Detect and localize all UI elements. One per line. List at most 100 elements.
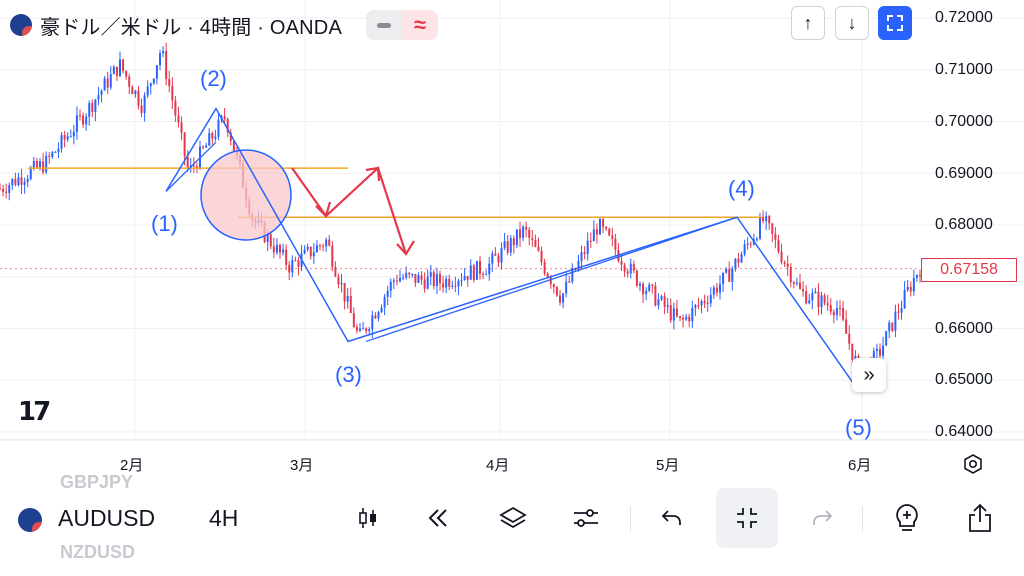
bulb-plus-icon (896, 504, 918, 531)
undo-button[interactable] (652, 498, 692, 538)
price-tick: 0.68000 (935, 216, 993, 233)
candle-body (906, 286, 909, 290)
candle-body (605, 226, 608, 229)
candle-body (337, 276, 340, 285)
candle-body (635, 270, 638, 286)
candle-body (805, 291, 808, 304)
chart-type-button[interactable] (348, 498, 388, 538)
price-tick: 0.69000 (935, 165, 993, 182)
candle-body (325, 239, 328, 247)
fullscreen-button[interactable] (878, 6, 912, 40)
date-tick: 3月 (290, 457, 314, 474)
approx-icon[interactable]: ≈ (402, 10, 438, 40)
candle-body (503, 241, 506, 248)
candle-body (654, 285, 657, 306)
candle-body (288, 264, 291, 273)
candle-body (552, 284, 555, 287)
candle-body (319, 245, 321, 247)
scroll-up-button[interactable]: ↑ (791, 6, 825, 40)
candle-body (672, 308, 675, 321)
candle-body (802, 288, 805, 292)
candle-body (749, 243, 752, 245)
toolbar-divider (630, 506, 631, 532)
candle-body (309, 246, 312, 257)
candle-body (306, 246, 309, 250)
candle-body (472, 265, 475, 280)
candle-body (171, 86, 174, 101)
candle-body (651, 284, 654, 286)
share-button[interactable] (960, 498, 1000, 538)
candle-body (177, 115, 180, 123)
layers-button[interactable] (493, 498, 533, 538)
candle-body (562, 293, 565, 303)
candle-body (275, 244, 278, 253)
candle-body (519, 229, 521, 238)
interval-selector[interactable]: 4H (209, 505, 239, 531)
indicator-pill[interactable]: ≈ (366, 10, 438, 40)
replay-button[interactable] (418, 498, 458, 538)
candle-body (792, 282, 795, 284)
candle-body (352, 313, 355, 328)
candle-body (451, 285, 454, 287)
candle-body (202, 146, 205, 148)
candle-body (140, 105, 143, 113)
candle-body (5, 191, 8, 193)
candle-body (820, 295, 823, 308)
candle-body (780, 251, 783, 263)
candle-body (383, 296, 386, 308)
settings-sliders-button[interactable] (566, 498, 606, 538)
scroll-down-button[interactable]: ↓ (835, 6, 869, 40)
redo-button[interactable] (802, 498, 842, 538)
settings-icon[interactable] (961, 452, 985, 476)
candle-body (783, 262, 786, 264)
price-tick: 0.64000 (935, 423, 993, 440)
candle-body (279, 244, 281, 253)
ideas-button[interactable] (887, 498, 927, 538)
candle-body (771, 223, 774, 234)
candle-body (94, 99, 97, 112)
candle-body (205, 145, 208, 148)
candle-body (685, 316, 688, 320)
candle-body (854, 356, 857, 360)
symbol-selector[interactable]: AUDUSD (58, 505, 156, 531)
minus-icon[interactable] (366, 10, 402, 40)
candle-body (389, 281, 392, 291)
candle-body (214, 136, 217, 139)
candle-body (392, 280, 395, 282)
candle-body (0, 188, 1, 190)
candle-body (639, 283, 641, 286)
date-tick: 6月 (848, 457, 872, 474)
candle-body (26, 178, 29, 182)
rewind-icon (428, 509, 447, 527)
candle-body (405, 272, 408, 278)
sliders-icon (574, 509, 598, 527)
candle-body (312, 252, 315, 257)
candle-body (746, 243, 749, 245)
candle-body (414, 273, 417, 283)
candle-body (534, 240, 537, 247)
collapse-button[interactable] (727, 498, 767, 538)
candle-body (35, 160, 38, 168)
candle-body (722, 272, 725, 285)
scroll-to-realtime-button[interactable]: » (852, 358, 886, 392)
candle-body (432, 272, 435, 286)
candle-body (500, 247, 503, 263)
candle-body (180, 122, 183, 133)
candle-body (712, 287, 715, 295)
wave-label-4: (4) (728, 176, 755, 201)
candle-body (709, 294, 712, 304)
candle-body (435, 274, 438, 286)
chart-title[interactable]: 豪ドル／米ドル · 4時間 · OANDA (40, 16, 342, 39)
candle-body (14, 179, 17, 185)
candle-body (75, 115, 78, 132)
candle-body (897, 311, 900, 313)
candle-body (420, 275, 423, 280)
candle-body (152, 78, 155, 84)
candle-body (811, 293, 814, 301)
candle-body (223, 116, 226, 120)
candle-body (515, 229, 518, 246)
candle-body (875, 348, 878, 352)
candle-body (54, 151, 57, 153)
price-tick: 0.70000 (935, 113, 993, 130)
candle-body (697, 305, 700, 307)
